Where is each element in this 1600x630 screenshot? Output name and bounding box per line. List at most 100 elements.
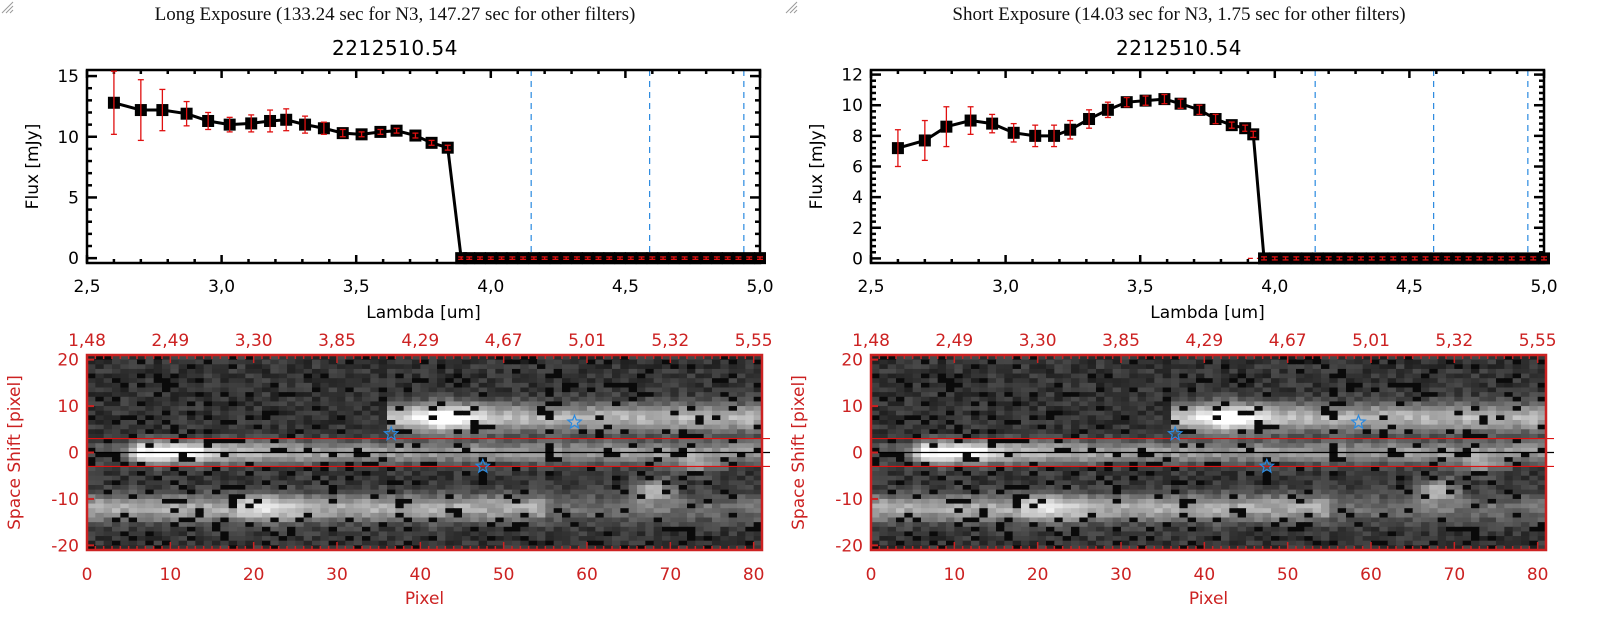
- image-pixel: [587, 368, 596, 375]
- image-pixel: [670, 517, 680, 523]
- image-pixel: [979, 364, 989, 370]
- image-pixel: [1521, 392, 1530, 398]
- image-pixel: [653, 373, 663, 379]
- image-pixel: [137, 415, 146, 421]
- image-pixel: [403, 522, 413, 528]
- image-pixel: [262, 545, 271, 551]
- image-pixel: [137, 517, 146, 523]
- image-pixel: [237, 368, 246, 375]
- image-pixel: [1196, 355, 1205, 361]
- image-pixel: [929, 373, 939, 379]
- image-pixel: [1012, 368, 1022, 375]
- image-pixel: [312, 420, 321, 426]
- image-pixel: [595, 475, 605, 481]
- image-pixel: [237, 387, 246, 393]
- image-pixel: [462, 536, 471, 542]
- image-pixel: [962, 359, 972, 365]
- image-pixel: [687, 410, 696, 416]
- image-pixel: [753, 410, 763, 416]
- image-pixel: [128, 382, 138, 389]
- image-pixel: [112, 406, 121, 412]
- image-pixel: [453, 489, 463, 495]
- image-pixel: [478, 508, 488, 514]
- image-pixel: [1237, 355, 1247, 361]
- image-pixel: [645, 508, 655, 514]
- image-pixel: [1521, 364, 1530, 370]
- image-pixel: [237, 512, 246, 519]
- image-pixel: [962, 392, 972, 398]
- image-pixel: [662, 373, 671, 379]
- image-pixel: [645, 545, 655, 551]
- image-pixel: [437, 522, 446, 528]
- image-pixel: [1346, 355, 1355, 361]
- image-pixel: [387, 461, 396, 468]
- image-pixel: [737, 433, 746, 440]
- image-pixel: [370, 364, 380, 370]
- image-pixel: [537, 396, 546, 403]
- image-pixel: [1204, 373, 1214, 379]
- image-pixel: [403, 512, 413, 519]
- image-pixel: [728, 531, 738, 537]
- image-pixel: [503, 424, 513, 430]
- image-pixel: [187, 522, 196, 528]
- image-pixel: [587, 489, 596, 495]
- image-pixel: [120, 452, 130, 458]
- image-pixel: [954, 392, 964, 398]
- image-pixel: [220, 406, 230, 412]
- image-pixel: [937, 373, 947, 379]
- image-pixel: [687, 485, 696, 491]
- image-pixel: [1071, 396, 1080, 403]
- image-pixel: [112, 359, 121, 365]
- image-pixel: [1429, 382, 1439, 389]
- image-pixel: [287, 545, 296, 551]
- image-pixel: [595, 447, 605, 454]
- image-pixel: [495, 415, 505, 421]
- image-pixel: [487, 378, 496, 384]
- image-pixel: [453, 480, 463, 486]
- image-pixel: [1304, 373, 1314, 379]
- image-pixel: [495, 438, 505, 444]
- image-pixel: [203, 420, 213, 426]
- image-pixel: [1421, 359, 1430, 365]
- image-pixel: [237, 364, 246, 370]
- image-pixel: [428, 480, 438, 486]
- image-pixel: [312, 373, 321, 379]
- image-pixel: [153, 443, 163, 449]
- image-pixel: [1129, 373, 1139, 379]
- image-pixel: [603, 522, 613, 528]
- image-pixel: [912, 364, 922, 370]
- image-pixel: [728, 387, 738, 393]
- image-pixel: [462, 387, 471, 393]
- image-pixel: [678, 433, 688, 440]
- image-pixel: [220, 461, 230, 468]
- image-pixel: [1012, 396, 1022, 403]
- image-pixel: [545, 420, 555, 426]
- image-pixel: [570, 545, 580, 551]
- image-pixel: [1254, 382, 1264, 389]
- image-pixel: [712, 457, 721, 463]
- image-pixel: [962, 382, 972, 389]
- image-pixel: [1062, 392, 1072, 398]
- image-pixel: [662, 406, 671, 412]
- image-pixel: [445, 531, 455, 537]
- image-pixel: [170, 498, 180, 505]
- image-pixel: [187, 368, 196, 375]
- image-pixel: [1087, 387, 1097, 393]
- image-pixel: [437, 517, 446, 523]
- image-pixel: [112, 429, 121, 435]
- image-pixel: [728, 410, 738, 416]
- image-pixel: [220, 485, 230, 491]
- resize-handle-icon[interactable]: [0, 0, 14, 14]
- image-pixel: [237, 475, 246, 481]
- image-pixel: [370, 387, 380, 393]
- image-pixel: [320, 461, 330, 468]
- image-pixel: [362, 387, 371, 393]
- image-pixel: [103, 503, 113, 509]
- image-pixel: [1462, 392, 1472, 398]
- image-pixel: [462, 438, 471, 444]
- image-pixel: [954, 359, 964, 365]
- image-pixel: [445, 540, 455, 546]
- image-pixel: [1054, 355, 1064, 361]
- image-pixel: [462, 447, 471, 454]
- image-pixel: [745, 508, 755, 514]
